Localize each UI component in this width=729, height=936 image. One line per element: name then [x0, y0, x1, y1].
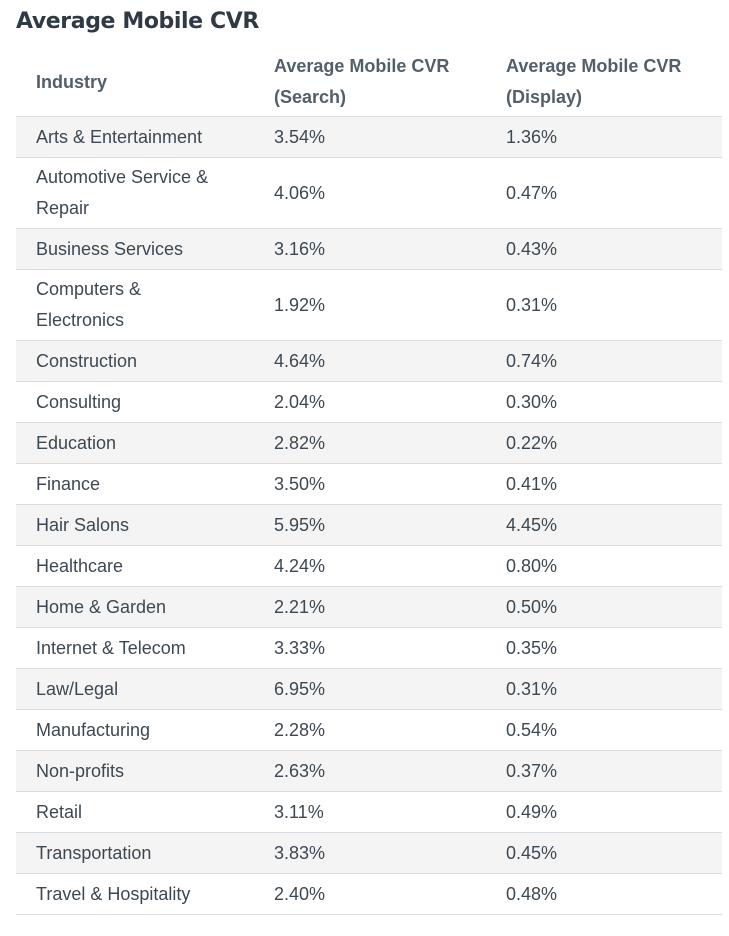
industry-cell: Transportation: [16, 832, 254, 874]
industry-cell: Manufacturing: [16, 709, 254, 751]
column-header-display-cvr: Average Mobile CVR (Display): [486, 48, 722, 117]
search-cvr-cell: 2.82%: [254, 422, 486, 464]
search-cvr-cell: 4.64%: [254, 340, 486, 382]
display-cvr-cell: 0.49%: [486, 791, 722, 833]
display-cvr-cell: 0.45%: [486, 832, 722, 874]
search-cvr-cell: 3.83%: [254, 832, 486, 874]
industry-cell: Consulting: [16, 381, 254, 423]
table-row: Finance 3.50% 0.41%: [16, 463, 722, 505]
display-cvr-cell: 0.31%: [486, 668, 722, 710]
industry-cell: Travel & Hospitality: [16, 873, 254, 915]
search-cvr-cell: 4.24%: [254, 545, 486, 587]
table-row: Retail 3.11% 0.49%: [16, 791, 722, 833]
search-cvr-cell: 2.04%: [254, 381, 486, 423]
table-row: Construction 4.64% 0.74%: [16, 340, 722, 382]
page-title: Average Mobile CVR: [16, 9, 259, 34]
table-row: Consulting 2.04% 0.30%: [16, 381, 722, 423]
search-cvr-cell: 3.11%: [254, 791, 486, 833]
display-cvr-cell: 0.37%: [486, 750, 722, 792]
search-cvr-cell: 2.21%: [254, 586, 486, 628]
display-cvr-cell: 4.45%: [486, 504, 722, 546]
display-cvr-cell: 0.48%: [486, 873, 722, 915]
table-row: Arts & Entertainment 3.54% 1.36%: [16, 116, 722, 158]
table-header: Industry Average Mobile CVR (Search) Ave…: [16, 48, 722, 117]
industry-cell: Retail: [16, 791, 254, 833]
industry-cell: Healthcare: [16, 545, 254, 587]
search-cvr-cell: 3.54%: [254, 116, 486, 158]
display-cvr-cell: 0.30%: [486, 381, 722, 423]
display-cvr-cell: 0.22%: [486, 422, 722, 464]
search-cvr-cell: 1.92%: [254, 269, 486, 341]
search-cvr-cell: 3.33%: [254, 627, 486, 669]
industry-cell: Non-profits: [16, 750, 254, 792]
search-cvr-cell: 2.28%: [254, 709, 486, 751]
display-cvr-cell: 1.36%: [486, 116, 722, 158]
table-row: Business Services 3.16% 0.43%: [16, 228, 722, 270]
column-header-industry: Industry: [16, 48, 254, 117]
search-cvr-cell: 3.50%: [254, 463, 486, 505]
search-cvr-cell: 6.95%: [254, 668, 486, 710]
industry-cell: Law/Legal: [16, 668, 254, 710]
table-row: Education 2.82% 0.22%: [16, 422, 722, 464]
table-row: Law/Legal 6.95% 0.31%: [16, 668, 722, 710]
display-cvr-cell: 0.54%: [486, 709, 722, 751]
display-cvr-cell: 0.50%: [486, 586, 722, 628]
cvr-table: Industry Average Mobile CVR (Search) Ave…: [16, 48, 722, 915]
industry-cell: Finance: [16, 463, 254, 505]
column-header-search-cvr: Average Mobile CVR (Search): [254, 48, 486, 117]
industry-cell: Education: [16, 422, 254, 464]
table-body: Arts & Entertainment 3.54% 1.36% Automot…: [16, 116, 722, 915]
display-cvr-cell: 0.31%: [486, 269, 722, 341]
industry-cell: Construction: [16, 340, 254, 382]
search-cvr-cell: 4.06%: [254, 157, 486, 229]
table-row: Hair Salons 5.95% 4.45%: [16, 504, 722, 546]
search-cvr-cell: 2.63%: [254, 750, 486, 792]
table-row: Internet & Telecom 3.33% 0.35%: [16, 627, 722, 669]
table-row: Manufacturing 2.28% 0.54%: [16, 709, 722, 751]
search-cvr-cell: 2.40%: [254, 873, 486, 915]
display-cvr-cell: 0.80%: [486, 545, 722, 587]
header-row: Industry Average Mobile CVR (Search) Ave…: [16, 48, 722, 117]
table-row: Computers & Electronics 1.92% 0.31%: [16, 269, 722, 341]
table-row: Travel & Hospitality 2.40% 0.48%: [16, 873, 722, 915]
industry-cell: Automotive Service & Repair: [16, 157, 254, 229]
table-row: Non-profits 2.63% 0.37%: [16, 750, 722, 792]
display-cvr-cell: 0.74%: [486, 340, 722, 382]
industry-cell: Arts & Entertainment: [16, 116, 254, 158]
table-row: Healthcare 4.24% 0.80%: [16, 545, 722, 587]
display-cvr-cell: 0.47%: [486, 157, 722, 229]
search-cvr-cell: 3.16%: [254, 228, 486, 270]
search-cvr-cell: 5.95%: [254, 504, 486, 546]
industry-cell: Computers & Electronics: [16, 269, 254, 341]
table-row: Automotive Service & Repair 4.06% 0.47%: [16, 157, 722, 229]
display-cvr-cell: 0.43%: [486, 228, 722, 270]
display-cvr-cell: 0.41%: [486, 463, 722, 505]
industry-cell: Business Services: [16, 228, 254, 270]
table-row: Home & Garden 2.21% 0.50%: [16, 586, 722, 628]
display-cvr-cell: 0.35%: [486, 627, 722, 669]
table-row: Transportation 3.83% 0.45%: [16, 832, 722, 874]
industry-cell: Internet & Telecom: [16, 627, 254, 669]
industry-cell: Hair Salons: [16, 504, 254, 546]
industry-cell: Home & Garden: [16, 586, 254, 628]
